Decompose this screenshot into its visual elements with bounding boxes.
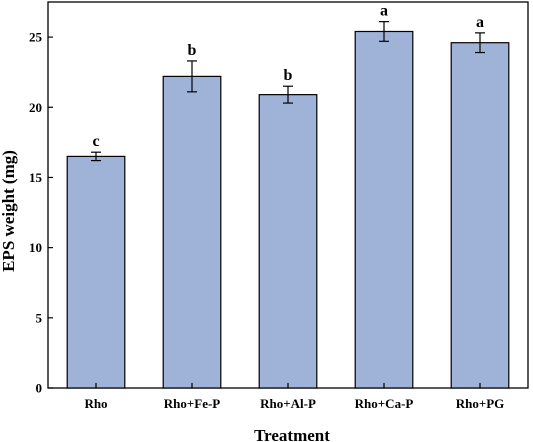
significance-label-2: b [284, 67, 293, 84]
x-tick-label-4: Rho+PG [456, 396, 505, 411]
y-tick-label-3: 15 [29, 170, 43, 185]
bar-1 [162, 75, 222, 389]
y-tick-label-4: 20 [29, 100, 42, 115]
x-tick-label-1: Rho+Fe-P [164, 396, 221, 411]
y-axis-title: EPS weight (mg) [0, 150, 18, 272]
y-tick-label-5: 25 [29, 30, 43, 45]
significance-label-1: b [188, 42, 197, 59]
x-axis-title: Treatment [254, 426, 330, 442]
bar-4 [450, 42, 510, 389]
x-tick-label-0: Rho [84, 396, 107, 411]
significance-label-4: a [476, 14, 484, 31]
y-tick-label-0: 0 [36, 381, 43, 396]
y-tick-label-2: 10 [29, 240, 42, 255]
bar-0 [66, 155, 126, 389]
plot-area: 0 5 10 15 20 25 c Rho b Rho+Fe-P b Rho+Al-P a Rho+Ca-… [29, 1, 529, 411]
significance-label-3: a [380, 3, 388, 20]
significance-label-0: c [92, 133, 99, 150]
bar-2 [258, 94, 318, 389]
y-tick-label-1: 5 [36, 310, 43, 325]
bar-3 [354, 30, 414, 389]
x-tick-label-2: Rho+Al-P [260, 396, 316, 411]
x-tick-label-3: Rho+Ca-P [355, 396, 414, 411]
